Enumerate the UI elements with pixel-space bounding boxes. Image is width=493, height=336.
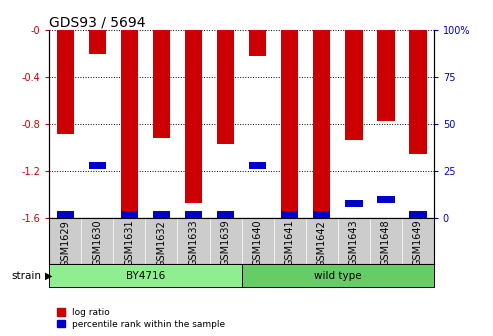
Bar [345, 200, 362, 207]
Bar [409, 211, 426, 218]
Text: BY4716: BY4716 [126, 270, 165, 281]
Bar [217, 211, 234, 218]
Text: GSM1648: GSM1648 [381, 220, 391, 266]
Text: GSM1642: GSM1642 [317, 220, 327, 266]
Text: GSM1641: GSM1641 [284, 220, 295, 266]
Text: GSM1639: GSM1639 [220, 220, 231, 266]
Text: GSM1630: GSM1630 [92, 220, 103, 266]
Bar [249, 162, 266, 169]
Bar [89, 162, 106, 169]
Text: GSM1643: GSM1643 [349, 220, 359, 266]
Text: GSM1649: GSM1649 [413, 220, 423, 266]
Bar [89, 30, 106, 54]
Text: GDS93 / 5694: GDS93 / 5694 [49, 15, 146, 29]
Bar [249, 30, 266, 56]
Legend: log ratio, percentile rank within the sample: log ratio, percentile rank within the sa… [54, 305, 228, 332]
Bar [153, 30, 170, 138]
Bar [409, 30, 426, 154]
Bar [377, 30, 394, 121]
Text: GSM1633: GSM1633 [188, 220, 199, 266]
Text: GSM1629: GSM1629 [60, 220, 70, 266]
Bar [121, 211, 138, 218]
Text: GSM1640: GSM1640 [252, 220, 263, 266]
Bar [153, 211, 170, 218]
Bar [57, 30, 74, 134]
Bar [313, 30, 330, 218]
Text: ▶: ▶ [45, 270, 53, 281]
Bar [185, 211, 202, 218]
Bar [345, 30, 362, 140]
Text: GSM1632: GSM1632 [156, 220, 167, 266]
Bar [313, 211, 330, 218]
FancyBboxPatch shape [49, 264, 242, 287]
Text: wild type: wild type [314, 270, 361, 281]
Bar [281, 211, 298, 218]
Bar [217, 30, 234, 144]
Bar [57, 211, 74, 218]
Bar [377, 196, 394, 203]
Text: strain: strain [12, 270, 42, 281]
FancyBboxPatch shape [242, 264, 434, 287]
Bar [185, 30, 202, 203]
Bar [121, 30, 138, 218]
Bar [281, 30, 298, 218]
Text: GSM1631: GSM1631 [124, 220, 135, 266]
